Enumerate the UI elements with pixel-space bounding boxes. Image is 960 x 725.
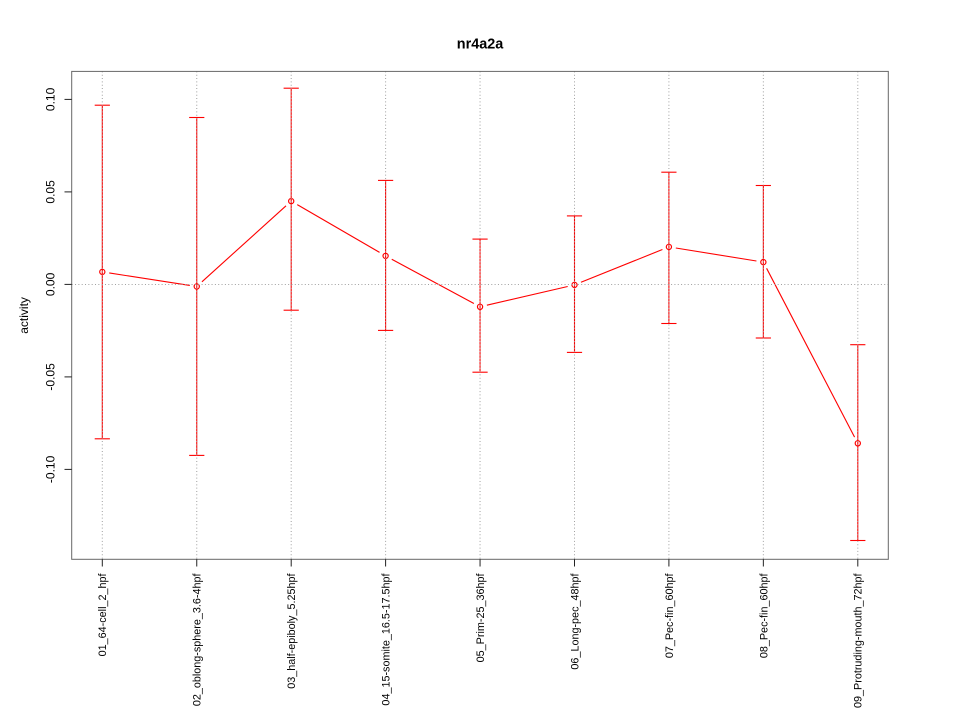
svg-text:05_Prim-25_36hpf: 05_Prim-25_36hpf [475, 573, 487, 663]
svg-text:0.00: 0.00 [43, 272, 57, 296]
svg-text:0.10: 0.10 [43, 87, 57, 111]
svg-text:02_oblong-sphere_3.6-4hpf: 02_oblong-sphere_3.6-4hpf [192, 573, 204, 707]
svg-text:-0.05: -0.05 [43, 363, 57, 391]
svg-text:activity: activity [17, 297, 31, 334]
svg-text:0.05: 0.05 [43, 180, 57, 204]
svg-text:03_half-epiboly_5.25hpf: 03_half-epiboly_5.25hpf [286, 573, 298, 689]
svg-text:nr4a2a: nr4a2a [457, 37, 504, 53]
svg-text:09_Protruding-mouth_72hpf: 09_Protruding-mouth_72hpf [853, 573, 865, 708]
svg-text:06_Long-pec_48hpf: 06_Long-pec_48hpf [569, 573, 581, 670]
svg-text:-0.10: -0.10 [43, 455, 57, 483]
svg-text:01_64-cell_2_hpf: 01_64-cell_2_hpf [97, 573, 109, 657]
svg-text:08_Pec-fin_60hpf: 08_Pec-fin_60hpf [758, 573, 770, 659]
svg-text:04_15-somite_16.5-17.5hpf: 04_15-somite_16.5-17.5hpf [381, 573, 393, 706]
svg-text:07_Pec-fin_60hpf: 07_Pec-fin_60hpf [664, 573, 676, 659]
